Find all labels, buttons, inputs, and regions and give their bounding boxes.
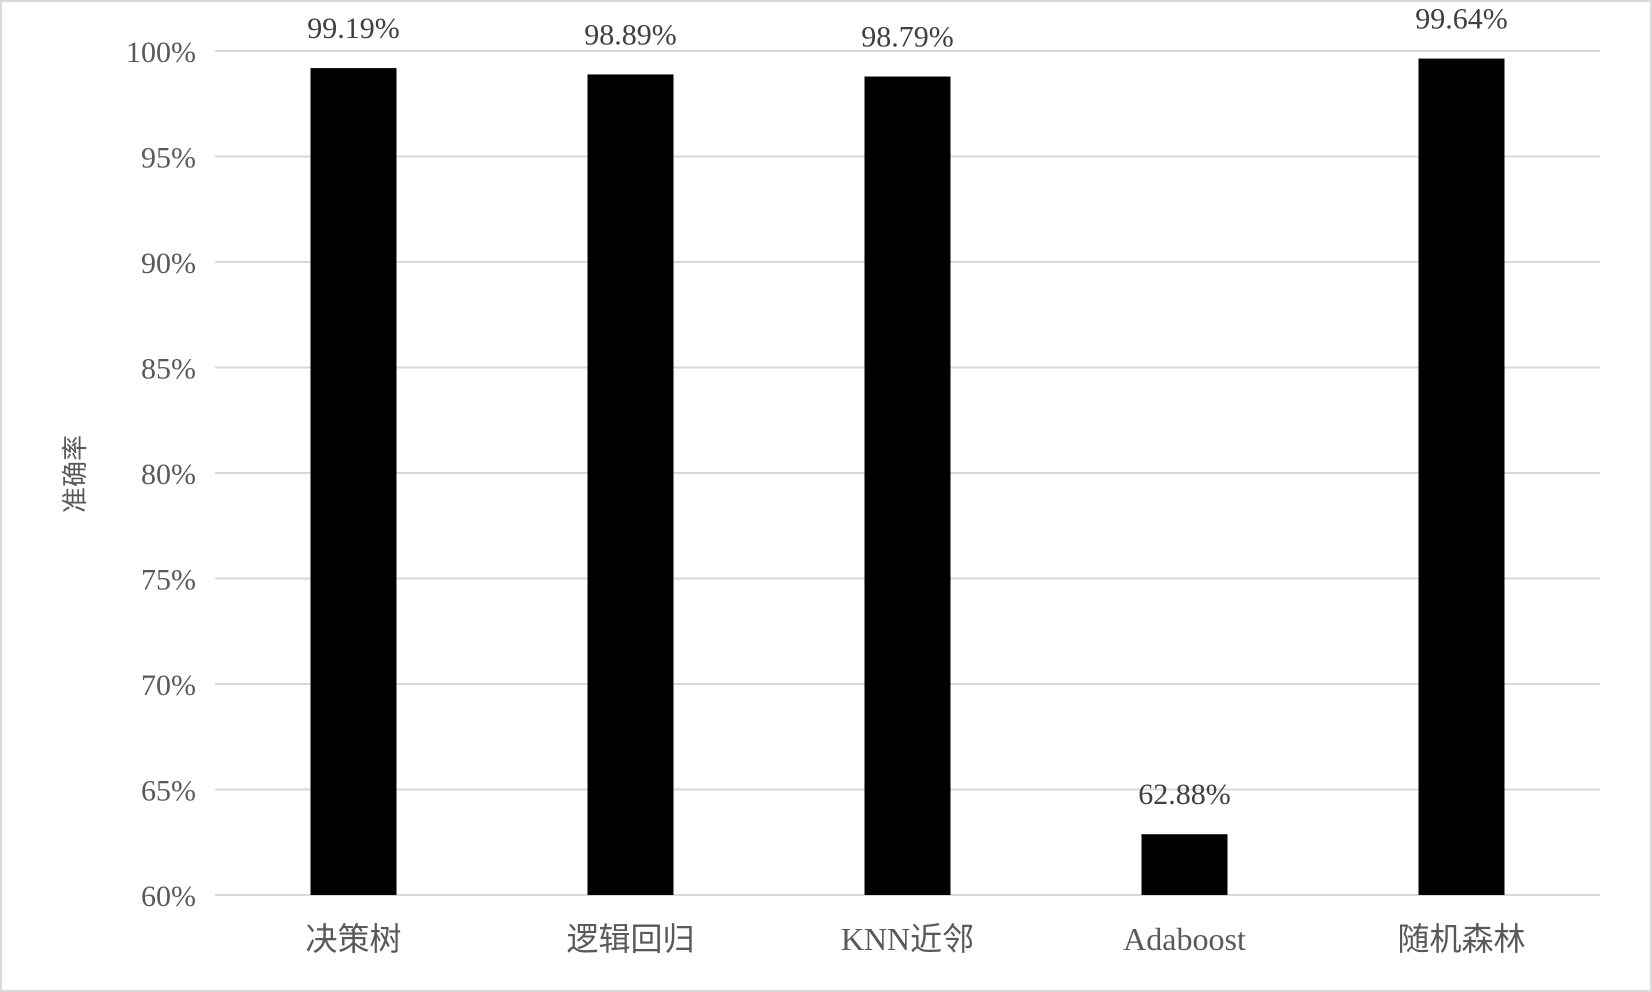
x-tick-label: 随机森林 — [1397, 921, 1525, 957]
y-tick-label: 95% — [141, 142, 196, 175]
data-label: 98.79% — [861, 21, 954, 54]
y-tick-label: 90% — [141, 247, 196, 280]
y-tick-label: 80% — [141, 458, 196, 491]
x-tick-label: 逻辑回归 — [566, 921, 694, 957]
x-tick-label: KNN近邻 — [841, 921, 974, 957]
y-tick-label: 85% — [141, 353, 196, 386]
data-label: 99.64% — [1415, 3, 1508, 36]
data-label: 98.89% — [584, 18, 677, 51]
y-tick-label: 65% — [141, 775, 196, 808]
x-axis-categories: 决策树 逻辑回归 KNN近邻 Adaboost 随机森林 — [305, 921, 1525, 957]
y-axis-ticks: 60% 65% 70% 75% 80% 85% 90% 95% 100% — [126, 36, 196, 913]
x-tick-label: 决策树 — [305, 921, 401, 957]
y-tick-label: 70% — [141, 669, 196, 702]
bar — [1418, 58, 1505, 895]
data-label: 62.88% — [1138, 778, 1231, 811]
y-axis-label: 准确率 — [61, 435, 91, 513]
y-tick-label: 100% — [126, 36, 196, 69]
bar — [864, 76, 951, 895]
bars — [310, 58, 1505, 895]
y-tick-label: 75% — [141, 564, 196, 597]
data-label: 99.19% — [307, 12, 400, 45]
bar — [587, 74, 674, 895]
y-tick-label: 60% — [141, 880, 196, 913]
bar — [1141, 834, 1228, 895]
bar — [310, 68, 397, 895]
x-tick-label: Adaboost — [1123, 921, 1246, 957]
data-labels: 99.19% 98.89% 98.79% 62.88% 99.64% — [307, 3, 1508, 812]
